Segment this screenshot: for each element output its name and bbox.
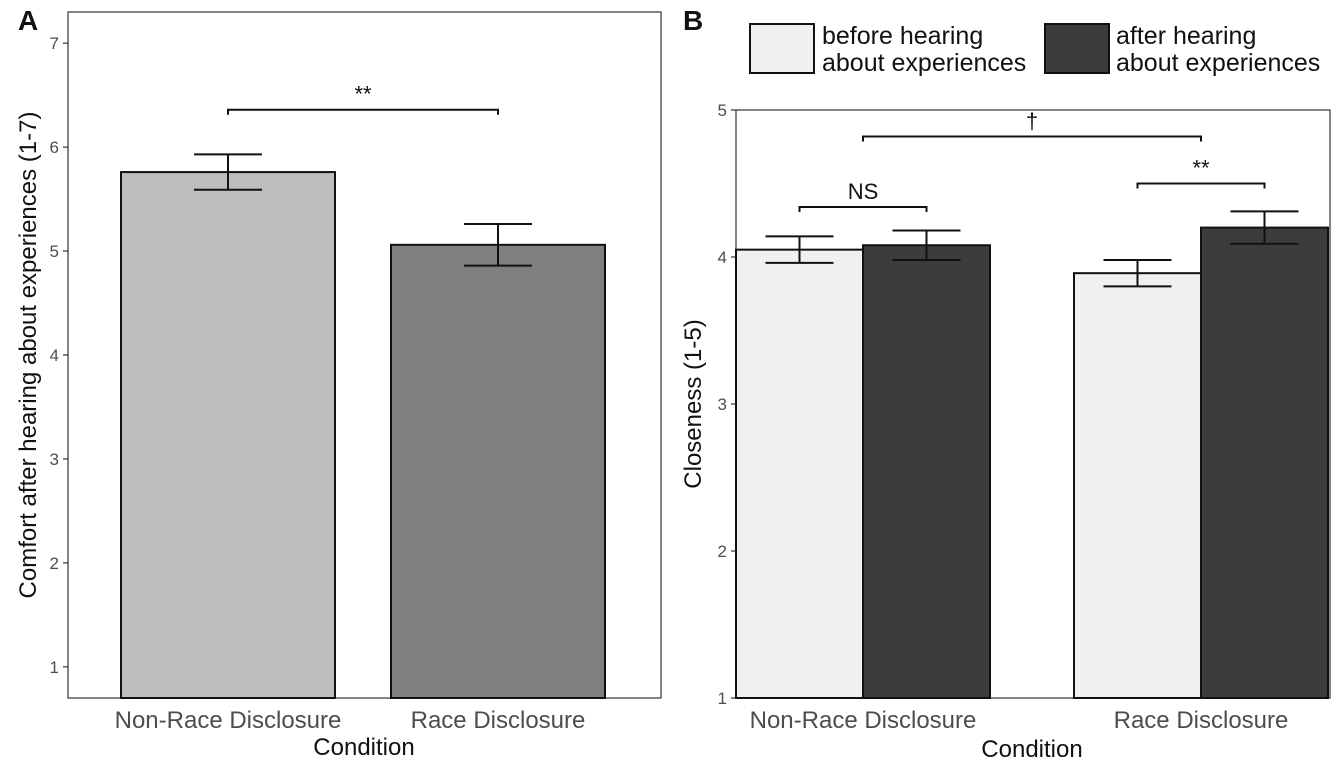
panel-b-significance-bracket	[798, 206, 928, 213]
panel-a-ytick-label: 6	[50, 138, 59, 157]
panel-b-significance-bracket	[862, 135, 1202, 142]
panel-b-ytick-label: 2	[718, 542, 727, 561]
panel-a-significance-bracket	[227, 108, 499, 115]
panel-b-significance-label: NS	[848, 179, 879, 204]
panel-a-ylabel: Comfort after hearing about experiences …	[15, 112, 42, 599]
panel-a-ytick-label: 2	[50, 554, 59, 573]
panel-b-xlabel: Condition	[981, 736, 1082, 763]
panel-a-xlabel: Condition	[313, 734, 414, 761]
panel-b-ytick-label: 3	[718, 395, 727, 414]
panel-b-bar	[1073, 272, 1202, 699]
panel-a-ytick-label: 4	[50, 346, 59, 365]
panel-b-ytick-label: 1	[718, 689, 727, 708]
legend-label: about experiences	[1116, 49, 1320, 77]
panel-b-significance-label: †	[1026, 108, 1038, 133]
panel-b-bar	[735, 248, 864, 699]
legend-label: after hearing	[1116, 22, 1256, 50]
panel-a-category-label: Non-Race Disclosure	[115, 707, 342, 734]
legend-label: about experiences	[822, 49, 1026, 77]
panel-a-ytick-label: 1	[50, 658, 59, 677]
panel-a-category-label: Race Disclosure	[411, 707, 586, 734]
panel-b-letter: B	[683, 5, 703, 36]
panel-a: A 1 2 3 4 5 6 7 ** Non-Race Disclosure Race Dis…	[15, 5, 662, 761]
panel-b-category-label: Race Disclosure	[1114, 707, 1289, 734]
panel-b-bar	[862, 244, 991, 700]
panel-a-ytick-label: 7	[50, 34, 59, 53]
panel-a-bar	[120, 171, 336, 700]
panel-a-ytick-label: 3	[50, 450, 59, 469]
panel-b-bar	[1200, 226, 1329, 699]
legend-label: before hearing	[822, 22, 983, 50]
panel-b-ytick-label: 4	[718, 248, 727, 267]
panel-a-letter: A	[18, 5, 38, 36]
panel-b-category-label: Non-Race Disclosure	[750, 707, 977, 734]
panel-a-ytick-label: 5	[50, 242, 59, 261]
panel-a-bar	[390, 243, 606, 699]
legend-key	[749, 23, 815, 74]
panel-a-significance-label: **	[354, 82, 372, 107]
legend-key	[1044, 23, 1110, 74]
panel-b-significance-label: **	[1192, 156, 1210, 181]
panel-b-significance-bracket	[1136, 182, 1266, 189]
panel-b-ylabel: Closeness (1-5)	[680, 319, 707, 488]
panel-b-ytick-label: 5	[718, 101, 727, 120]
